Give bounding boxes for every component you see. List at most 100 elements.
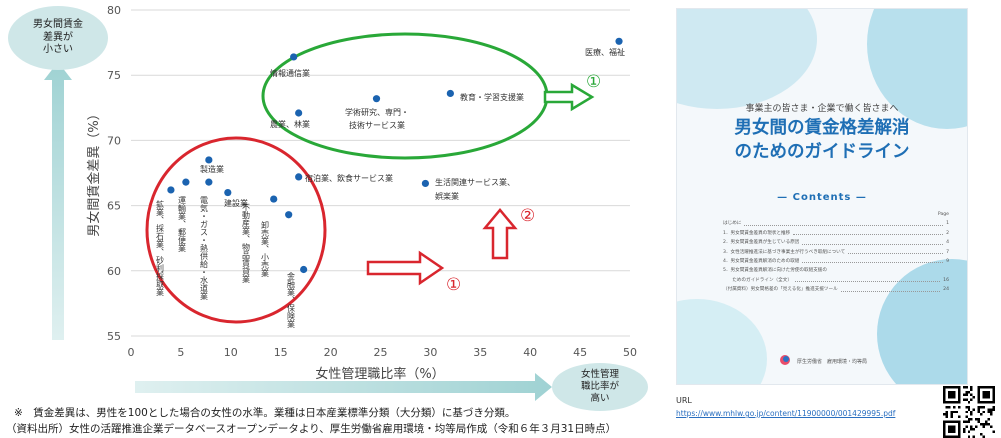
qr-module: [967, 430, 971, 434]
qr-module: [970, 418, 973, 421]
qr-module: [952, 410, 956, 414]
qr-module: [957, 405, 961, 409]
qr-module: [977, 408, 981, 411]
guideline-brochure[interactable]: 事業主の皆さま・企業で働く皆さまへ 男女間の賃金格差解消 のためのガイドライン …: [676, 8, 968, 385]
brochure-item-leader: [848, 248, 944, 255]
brochure-item-text: 4．男女間賃金差異解消のための取組: [723, 259, 800, 265]
qr-module: [952, 405, 956, 409]
data-point: [205, 156, 213, 164]
x-tick-label: 5: [177, 346, 184, 359]
bubble-small-gap: 男女間賃金 差異が 小さい: [8, 6, 108, 70]
qr-module: [962, 430, 966, 434]
brochure-item-leader: [830, 266, 946, 272]
qr-module: [977, 418, 981, 421]
y-tick-label: 80: [107, 4, 121, 17]
qr-module: [965, 390, 968, 394]
brochure-contents-item: （付属資料）男女間格差の「見える化」推進支援ツール 24: [723, 285, 949, 294]
label-construction: 建設業: [224, 198, 248, 208]
label-academic: 学術研究、専門・: [345, 107, 409, 117]
label-mining-v: 鉱業、採石業、砂利採取業: [156, 199, 165, 297]
brochure-blob-4: [677, 299, 767, 384]
qr-module: [992, 430, 995, 434]
brochure-title: 男女間の賃金格差解消 のためのガイドライン: [734, 118, 910, 162]
point-labels: 医療、福祉 情報通信業 農業、林業 学術研究、専門・ 技術サービス業 教育・学習…: [200, 47, 625, 208]
red-up-arrow: [482, 208, 518, 260]
label-utilities-v: 電気・ガス・熱供給・水道業: [200, 196, 209, 301]
brochure-item-leader: [793, 229, 944, 236]
qr-module: [972, 408, 976, 411]
qr-module: [992, 408, 995, 411]
x-tick-label: 45: [573, 346, 587, 359]
label-manufacturing: 製造業: [200, 164, 224, 174]
qr-module: [982, 435, 986, 438]
qr-code-icon[interactable]: [943, 386, 995, 438]
red-right-arrow: [366, 250, 445, 286]
qr-module: [967, 408, 971, 411]
brochure-item-text: ためのガイドライン（全文）: [723, 277, 792, 283]
qr-module: [965, 410, 968, 414]
label-education: 教育・学習支援業: [460, 92, 524, 102]
data-point: [270, 195, 278, 203]
data-point: [421, 179, 430, 188]
qr-module: [947, 390, 956, 399]
guideline-url-link[interactable]: https://www.mhlw.go.jp/content/11900000/…: [676, 409, 896, 418]
qr-module: [982, 405, 986, 409]
qr-module: [980, 413, 983, 416]
brochure-item-page: 7: [946, 249, 949, 255]
mhlw-logo-icon: [780, 355, 790, 365]
qr-module: [967, 418, 971, 421]
label-academic-2: 技術サービス業: [349, 120, 405, 130]
label-living-2: 娯楽業: [435, 191, 459, 201]
qr-module: [965, 393, 968, 396]
x-tick-label: 25: [374, 346, 388, 359]
x-tick-label: 50: [623, 346, 637, 359]
y-tick-label: 65: [107, 200, 121, 213]
qr-module: [945, 410, 948, 414]
x-tick-label: 20: [324, 346, 338, 359]
qr-module: [947, 425, 956, 434]
bubble-high-ratio: 女性管理 職比率が 高い: [552, 363, 648, 411]
qr-module: [962, 398, 966, 401]
qr-module: [950, 410, 953, 414]
qr-module: [982, 390, 991, 399]
brochure-contents-item: 3．女性活躍推進法に基づき事業主が行うべき取組について 7: [723, 248, 949, 257]
data-point: [290, 53, 298, 61]
x-tick-label: 0: [128, 346, 135, 359]
qr-module: [945, 405, 948, 409]
brochure-contents-item: 4．男女間賃金差異解消のための取組 9: [723, 257, 949, 266]
brochure-item-text: 3．女性活躍推進法に基づき事業主が行うべき取組について: [723, 249, 846, 255]
url-label: URL: [676, 396, 692, 405]
qr-module: [990, 408, 993, 411]
qr-module: [970, 428, 973, 431]
qr-module: [967, 400, 971, 404]
qr-module: [987, 423, 991, 426]
note-line-1: ※ 賃金差異は、男性を100とした場合の女性の水準。業種は日本産業標準分類（大分…: [14, 407, 516, 419]
y-tick-label: 55: [107, 330, 121, 343]
qr-module: [965, 398, 968, 401]
x-tick-label: 30: [423, 346, 437, 359]
brochure-item-leader: [840, 285, 941, 292]
y-axis-title: 男女間賃金差異（%）: [86, 107, 102, 236]
marker-1-green-label: ①: [586, 72, 601, 92]
data-point: [446, 89, 454, 98]
qr-module: [980, 433, 983, 436]
brochure-contents-item: はじめに 1: [723, 219, 949, 228]
x-axis-title: 女性管理職比率（%）: [315, 366, 444, 382]
brochure-subtitle: 事業主の皆さま・企業で働く皆さまへ: [745, 104, 899, 114]
marker-2-red-label: ②: [520, 206, 535, 226]
brochure-footer: 厚生労働省 雇用環境・均等局: [797, 359, 868, 365]
qr-module: [982, 410, 986, 414]
brochure-item-page: 2: [946, 230, 949, 236]
qr-module: [972, 395, 976, 399]
brochure-item-text: はじめに: [723, 221, 742, 227]
qr-module: [965, 405, 968, 409]
label-finance-v: 金融業、保険業: [287, 271, 296, 329]
qr-module: [970, 398, 973, 401]
brochure-item-leader: [744, 219, 944, 226]
qr-module: [975, 425, 978, 429]
brochure-item-page: 4: [946, 240, 949, 246]
label-agriculture: 農業、林業: [270, 119, 310, 129]
brochure-item-page: 9: [946, 259, 949, 265]
label-living: 生活関連サービス業、: [435, 177, 515, 187]
brochure-contents-item: 1．男女間賃金差異の現状と推移 2: [723, 229, 949, 238]
